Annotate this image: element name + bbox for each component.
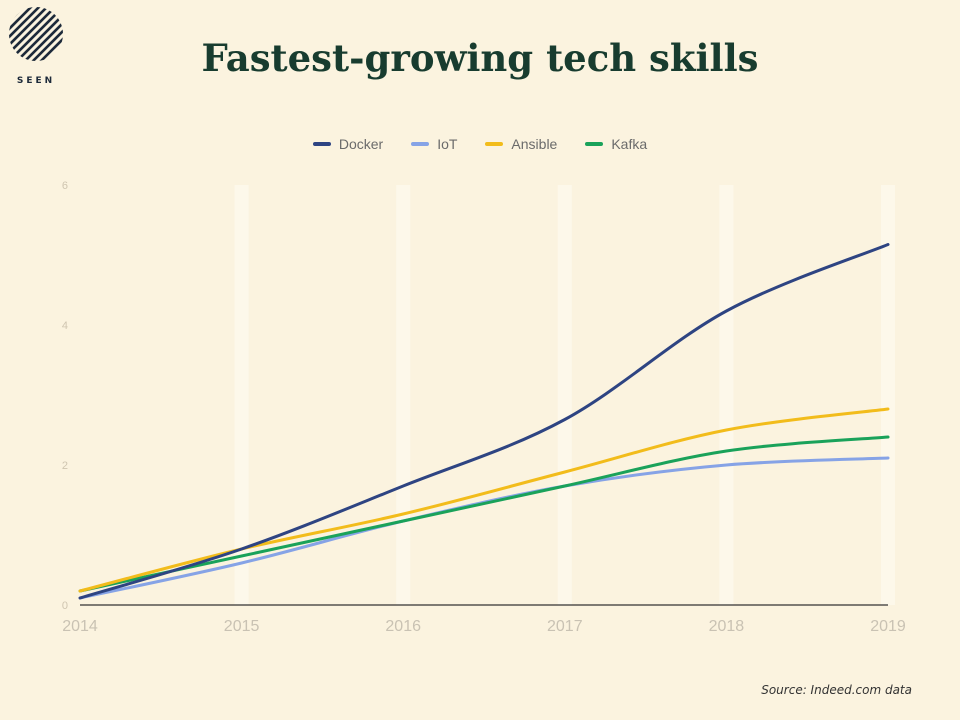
logo-text: SEEN	[16, 76, 56, 86]
legend-label: Docker	[338, 136, 384, 152]
legend-swatch	[411, 142, 430, 146]
chart-title: Fastest-growing tech skills	[201, 36, 759, 80]
x-tick-label: 2014	[62, 618, 98, 635]
legend-label: IoT	[437, 136, 458, 152]
series-line-ansible	[78, 407, 890, 593]
legend-item-docker: Docker	[312, 136, 384, 152]
y-tick-label: 2	[62, 460, 68, 472]
legend-item-iot: IoT	[411, 136, 457, 152]
series-line-docker	[78, 243, 890, 600]
seen-logo: SEEN	[8, 6, 68, 90]
x-tick-label: 2017	[547, 618, 583, 635]
source-note: Source: Indeed.com data	[761, 683, 912, 697]
legend-item-kafka: Kafka	[585, 136, 647, 152]
x-tick-label: 2018	[709, 618, 745, 635]
x-tick-label: 2016	[385, 618, 421, 635]
legend-item-ansible: Ansible	[485, 136, 557, 152]
logo-mark-icon	[9, 7, 63, 61]
legend-swatch	[585, 142, 604, 146]
chart-legend: Docker IoT Ansible Kafka	[0, 136, 960, 152]
x-tick-label: 2019	[870, 618, 906, 635]
series-line-kafka	[78, 435, 890, 593]
y-tick-label: 4	[62, 320, 68, 332]
y-tick-label: 6	[62, 180, 68, 192]
y-tick-label: 0	[62, 600, 68, 612]
legend-label: Kafka	[611, 136, 648, 152]
legend-swatch	[485, 142, 504, 146]
x-tick-label: 2015	[224, 618, 260, 635]
series-line-iot	[78, 456, 890, 600]
legend-label: Ansible	[511, 136, 558, 152]
legend-swatch	[312, 142, 331, 146]
